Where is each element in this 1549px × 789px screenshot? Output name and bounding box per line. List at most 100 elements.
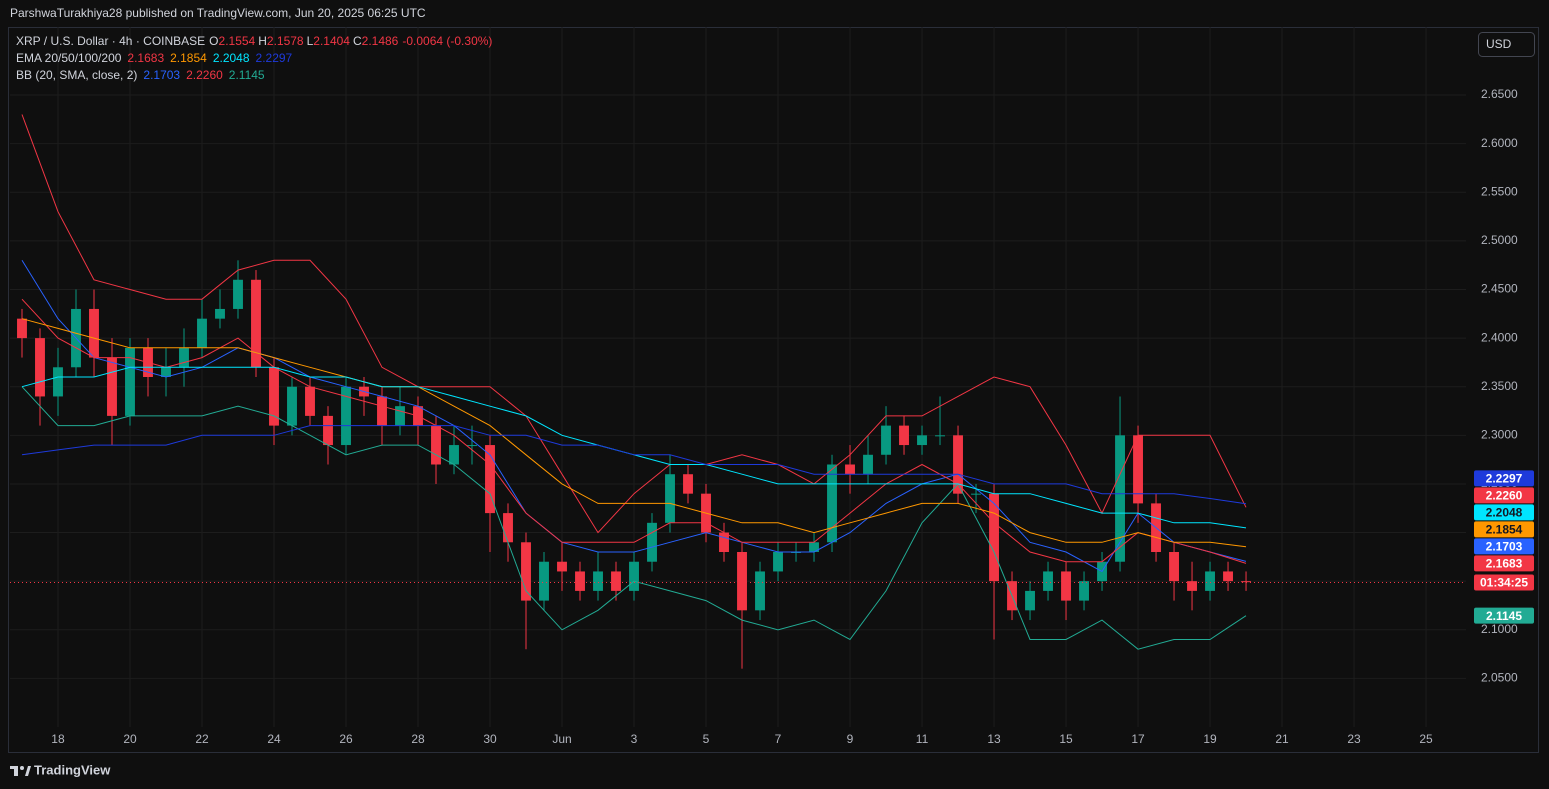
bb-line [21, 114, 1247, 534]
candle-body [1025, 590, 1035, 611]
legend-item: C [353, 34, 362, 48]
legend-item: 2.1703 [143, 68, 180, 82]
legend-item: 2.1578 [267, 34, 304, 48]
candle-body [449, 445, 459, 465]
candle-body [323, 415, 333, 446]
legend-item: -0.0064 (-0.30%) [402, 34, 492, 48]
candle-body [629, 561, 639, 591]
price-tag [1474, 470, 1534, 487]
currency-button[interactable] [1478, 32, 1535, 57]
candle-body [1061, 571, 1071, 601]
candle-body [647, 522, 657, 562]
legend-row: BB (20, SMA, close, 2) 2.1703 2.2260 2.1145 [16, 68, 265, 82]
candle-body [935, 435, 945, 437]
x-tick-label: Jun [552, 732, 571, 746]
candle-body [287, 386, 297, 426]
x-tick-label: 18 [51, 732, 65, 746]
x-tick-label: 28 [411, 732, 425, 746]
price-tag [1474, 574, 1534, 591]
candle-body [899, 425, 909, 446]
x-tick-label: 22 [195, 732, 209, 746]
candle-body [1187, 581, 1197, 591]
price-tag-label: 2.2260 [1486, 489, 1523, 503]
candle-body [377, 396, 387, 426]
candle-body [1223, 571, 1233, 582]
ema-line [21, 298, 1247, 564]
candle-body [737, 552, 747, 611]
candle-body [539, 561, 549, 601]
currency-label[interactable]: USD [1486, 37, 1512, 51]
candle-body [269, 367, 279, 426]
legend-item: 2.1145 [229, 68, 265, 82]
attribution: ParshwaTurakhiya28 published on TradingV… [10, 6, 426, 20]
brand: TradingView [34, 762, 111, 777]
brand-logo [10, 766, 31, 776]
legend-item: L [307, 34, 314, 48]
price-tags: 2.1145 01:34:25 2.1683 2.1703 2.1854 2.2048 2.… [1474, 470, 1534, 624]
x-tick-label: 3 [631, 732, 638, 746]
candle-body [431, 425, 441, 465]
candle-body [1241, 581, 1251, 583]
candle-body [1133, 435, 1143, 504]
x-tick-label: 17 [1131, 732, 1145, 746]
bb-line [21, 386, 1247, 650]
candle-body [989, 493, 999, 582]
panel-border [8, 27, 1539, 753]
price-tag-label: 2.1703 [1486, 540, 1523, 554]
candle-body [971, 493, 981, 495]
legend-item: BB (20, SMA, close, 2) [16, 68, 137, 82]
x-tick-label: 13 [987, 732, 1001, 746]
candle-body [719, 532, 729, 552]
candle-body [251, 279, 261, 368]
candle-body [953, 435, 963, 494]
price-tag-label: 2.2048 [1486, 506, 1523, 520]
candle-body [485, 445, 495, 514]
logo-part [25, 766, 31, 776]
plot [10, 114, 1466, 669]
x-tick-label: 9 [847, 732, 854, 746]
legend-item: H [258, 34, 267, 48]
price-tag [1474, 487, 1534, 504]
x-tick-label: 23 [1347, 732, 1361, 746]
candle-body [395, 406, 405, 426]
candle-body [161, 367, 171, 377]
price-tag-label: 2.1145 [1486, 609, 1522, 623]
candle-body [845, 464, 855, 475]
x-tick-label: 30 [483, 732, 497, 746]
candle-body [665, 474, 675, 523]
candle-body [611, 571, 621, 591]
x-tick-label: 15 [1059, 732, 1073, 746]
candle-body [1169, 552, 1179, 582]
price-tag-label: 2.1683 [1486, 557, 1523, 571]
candle-body [305, 386, 315, 416]
candle-body [593, 571, 603, 591]
legend: XRP / U.S. Dollar · 4h · COINBASE O2.1554… [16, 34, 492, 82]
price-tag [1474, 607, 1534, 624]
legend-item: 2.2048 [213, 51, 250, 65]
candle-body [917, 435, 927, 446]
candle-body [179, 347, 189, 368]
legend-item: 2.1554 [219, 34, 256, 48]
candle-body [575, 571, 585, 591]
legend-item: 2.2297 [256, 51, 293, 65]
candle-body [557, 561, 567, 572]
x-tick-label: 11 [916, 732, 929, 746]
legend-row: EMA 20/50/100/200 2.1683 2.1854 2.2048 2.229… [16, 51, 293, 65]
logo-part [20, 766, 24, 770]
candle-body [827, 464, 837, 543]
logo-part [14, 766, 18, 776]
candle-body [1079, 581, 1089, 601]
x-tick-label: 19 [1203, 732, 1217, 746]
candle-body [683, 474, 693, 494]
legend-item: 2.1683 [127, 51, 164, 65]
candle-body [1115, 435, 1125, 562]
candle-body [17, 318, 27, 339]
y-tick-label: 2.5500 [1481, 184, 1518, 198]
x-tick-label: 20 [123, 732, 137, 746]
candle-body [35, 338, 45, 397]
legend-item: EMA 20/50/100/200 [16, 51, 122, 65]
candle-body [125, 347, 135, 416]
x-tick-label: 24 [267, 732, 281, 746]
candle-body [107, 357, 117, 416]
